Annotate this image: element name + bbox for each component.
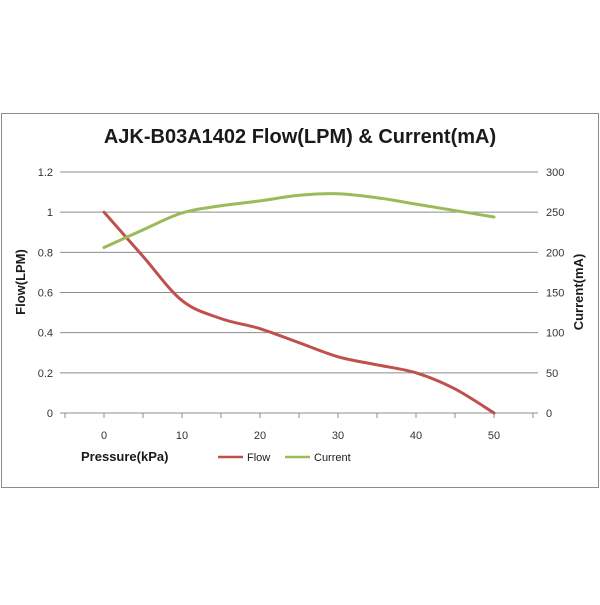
y-tick-label: 0: [47, 408, 53, 420]
x-tick-label: 20: [254, 430, 266, 442]
y2-tick-label: 50: [546, 368, 558, 380]
y-tick-label: 0.8: [38, 247, 53, 259]
series-line-current: [102, 192, 496, 250]
y-axis-label: Flow(LPM): [13, 249, 28, 315]
right-axis-ticks: 0 50 100 150 200 250 300: [533, 167, 564, 420]
x-tick-label: 30: [332, 430, 344, 442]
series-layer: [102, 192, 496, 415]
y2-axis-label: Current(mA): [571, 254, 586, 331]
y-tick-label: 1.2: [38, 167, 53, 179]
y-tick-label: 0.4: [38, 328, 53, 340]
y-tick-label: 0.6: [38, 288, 53, 300]
series-line-flow: [102, 210, 496, 415]
y-tick-label: 1: [47, 207, 53, 219]
y2-tick-label: 150: [546, 288, 564, 300]
x-tick-label: 0: [101, 430, 107, 442]
x-tick-label: 10: [176, 430, 188, 442]
x-tick-label: 50: [488, 430, 500, 442]
y2-tick-label: 100: [546, 328, 564, 340]
chart-border: [1, 113, 599, 488]
left-axis-ticks: 0 0.2 0.4 0.6 0.8 1 1.2: [38, 167, 65, 420]
y2-tick-label: 0: [546, 408, 552, 420]
legend-current-label: Current: [314, 452, 351, 464]
legend: Flow Current: [218, 452, 351, 464]
x-axis-ticks: 0 10 20 30 40 50: [64, 413, 534, 442]
y2-tick-label: 200: [546, 247, 564, 259]
grid-lines: [65, 171, 533, 374]
x-tick-label: 40: [410, 430, 422, 442]
legend-flow-label: Flow: [247, 452, 270, 464]
y2-tick-label: 300: [546, 167, 564, 179]
chart-title: AJK-B03A1402 Flow(LPM) & Current(mA): [104, 126, 496, 148]
x-axis-label: Pressure(kPa): [81, 449, 168, 464]
y-tick-label: 0.2: [38, 368, 53, 380]
y2-tick-label: 250: [546, 207, 564, 219]
